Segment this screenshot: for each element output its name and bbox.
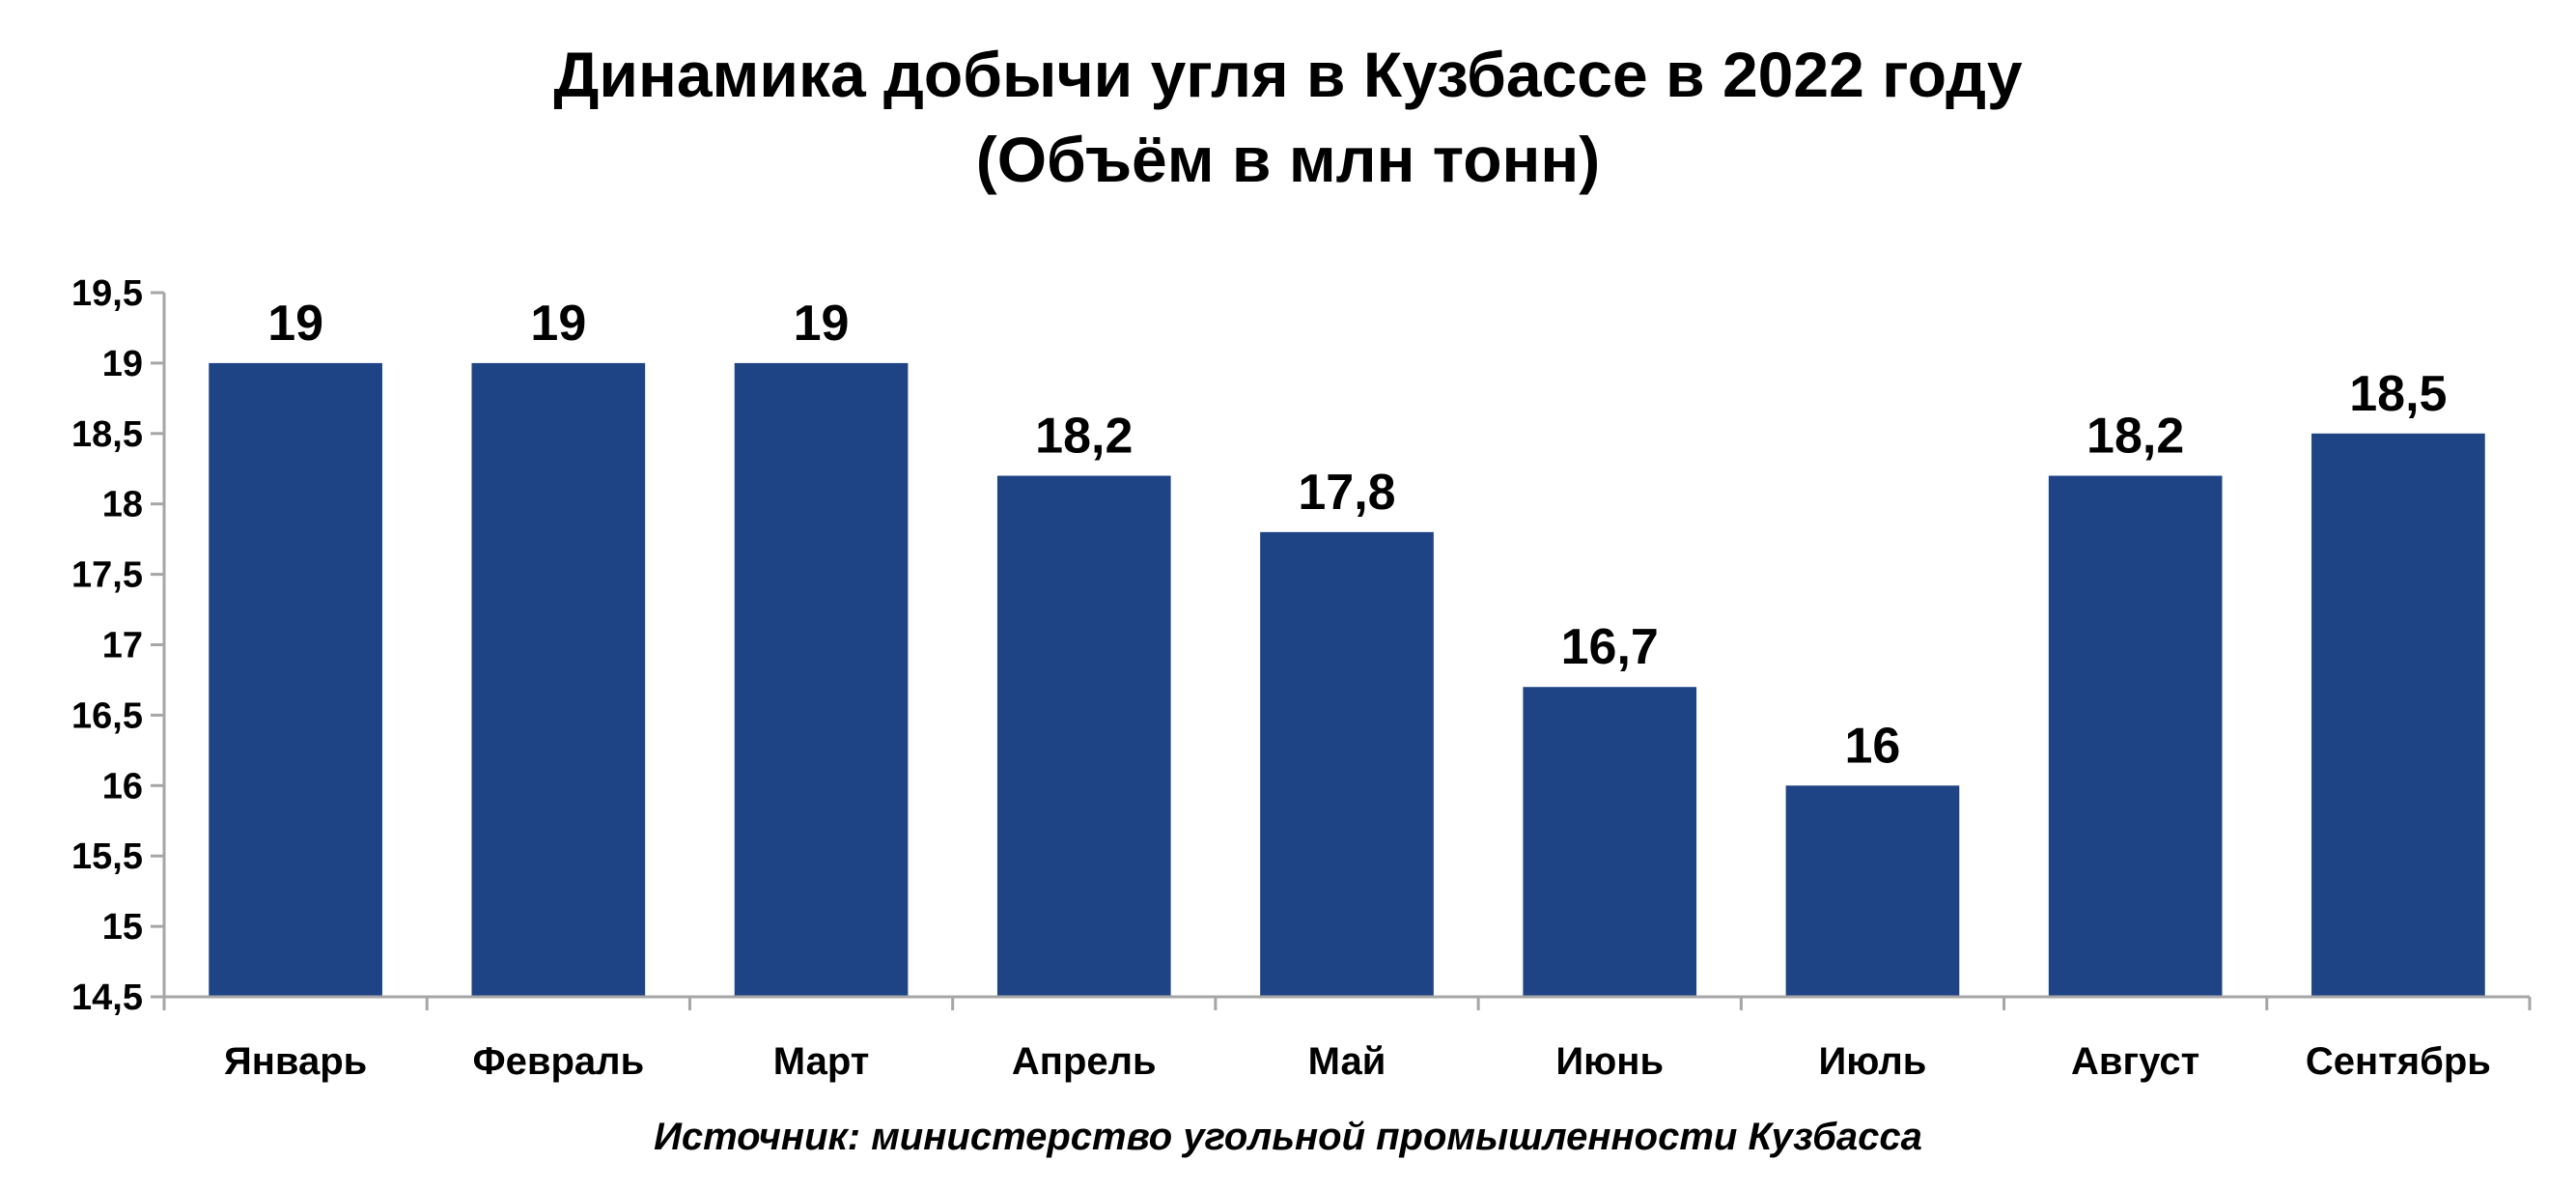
y-tick-label: 17 <box>102 626 143 666</box>
bar <box>734 362 909 997</box>
x-category-label: Февраль <box>473 1040 645 1083</box>
y-tick-label: 15 <box>102 907 143 948</box>
source-note: Источник: министерство угольной промышле… <box>654 1116 1922 1158</box>
chart-title: Динамика добычи угля в Кузбассе в 2022 г… <box>553 39 2022 110</box>
bar-value-label: 19 <box>267 296 323 352</box>
y-tick-label: 18,5 <box>71 414 143 455</box>
bar <box>2048 475 2223 997</box>
bar <box>1260 531 1434 997</box>
y-tick-label: 19,5 <box>71 273 143 314</box>
bar-value-label: 18,5 <box>2349 366 2447 422</box>
bar-value-label: 18,2 <box>1035 409 1133 465</box>
x-category-label: Август <box>2071 1040 2199 1083</box>
x-category-label: Июль <box>1818 1040 1926 1083</box>
x-category-label: Июнь <box>1555 1040 1664 1083</box>
bar <box>209 362 382 997</box>
y-tick-label: 18 <box>102 485 143 525</box>
x-category-label: Апрель <box>1012 1040 1157 1083</box>
bar-value-label: 16,7 <box>1561 619 1659 675</box>
x-category-label: Май <box>1308 1040 1386 1083</box>
bar-value-label: 19 <box>794 296 850 352</box>
y-tick-label: 14,5 <box>71 978 143 1018</box>
chart-subtitle: (Объём в млн тонн) <box>976 124 1601 195</box>
bar <box>1785 785 1960 997</box>
x-category-label: Сентябрь <box>2306 1040 2491 1083</box>
bar-value-label: 17,8 <box>1298 465 1395 521</box>
bar-value-label: 16 <box>1845 718 1901 774</box>
x-category-label: Январь <box>224 1040 367 1083</box>
y-tick-label: 19 <box>102 344 143 384</box>
bar <box>1523 687 1697 997</box>
bar-value-label: 19 <box>530 296 586 352</box>
plot-area: 14,5 15 15,5 16 16,5 17 17,5 18 18,5 19 19,5 19 Янва… <box>71 273 2532 1083</box>
bar <box>996 475 1171 997</box>
bar-value-label: 18,2 <box>2086 409 2184 465</box>
y-tick-label: 15,5 <box>71 836 143 877</box>
bar <box>2311 433 2485 997</box>
x-category-label: Март <box>773 1040 870 1083</box>
y-tick-label: 16,5 <box>71 695 143 736</box>
bar <box>471 362 646 997</box>
y-tick-label: 16 <box>102 766 143 807</box>
y-tick-label: 17,5 <box>71 555 143 596</box>
